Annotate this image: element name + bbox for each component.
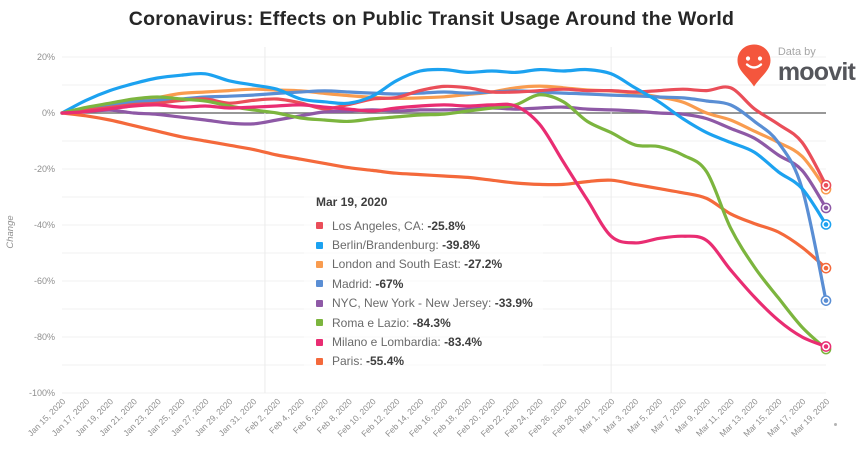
- moovit-brand-text: Data by moovit: [777, 45, 856, 86]
- data-by-label: Data by: [777, 45, 816, 58]
- legend-value: -25.8%: [427, 218, 466, 233]
- moovit-branding: Data by moovit: [737, 44, 856, 87]
- tooltip-date: Mar 19, 2020: [316, 195, 388, 209]
- watermark-dot: [834, 423, 837, 426]
- chart-title: Coronavirus: Effects on Public Transit U…: [128, 8, 735, 30]
- legend-row-milano-e-lombardia: Milano e Lombardia: -83.4%: [314, 332, 533, 351]
- legend-city-label: Los Angeles, CA: -25.8%: [332, 218, 466, 233]
- series-endpoint-dot-berlin-brandenburg: [823, 222, 829, 227]
- legend-color-swatch: [316, 338, 323, 346]
- series-endpoint-dot-madrid: [823, 298, 829, 303]
- legend-color-swatch: [316, 280, 323, 288]
- legend-value: -83.4%: [444, 335, 483, 350]
- series-line-london-and-south-east[interactable]: [60, 84, 828, 191]
- series-line-milano-e-lombardia[interactable]: [60, 102, 828, 349]
- legend-row-nyc-new-york-new-jersey: NYC, New York - New Jersey: -33.9%: [314, 294, 533, 313]
- series-line-roma-e-lazio[interactable]: [60, 93, 828, 351]
- legend-color-swatch: [316, 241, 323, 249]
- series-endpoint-dot-los-angeles-ca: [823, 182, 829, 188]
- series-endpoint-dot-milano-e-lombardia: [823, 344, 829, 349]
- legend-color-swatch: [316, 357, 323, 365]
- series-line-nyc-new-york-new-jersey[interactable]: [60, 105, 828, 210]
- legend-value: -27.2%: [464, 257, 503, 272]
- legend-value: -33.9%: [494, 296, 533, 311]
- legend-value: -67%: [375, 276, 404, 291]
- legend-value: -84.3%: [412, 315, 451, 330]
- legend-row-berlin-brandenburg: Berlin/Brandenburg: -39.8%: [314, 235, 533, 254]
- legend-row-london-and-south-east: London and South East: -27.2%: [314, 255, 533, 274]
- legend-color-swatch: [316, 222, 323, 230]
- series-endpoint-dot-paris: [823, 265, 829, 271]
- legend-value: -39.8%: [442, 238, 481, 253]
- legend-city-label: Madrid: -67%: [332, 276, 404, 291]
- y-axis-title: Change: [5, 215, 16, 248]
- series-endpoint-dot-nyc-new-york-new-jersey: [823, 205, 829, 211]
- tooltip-rows: Los Angeles, CA: -25.8% Berlin/Brandenbur…: [314, 216, 533, 371]
- legend-color-swatch: [316, 319, 323, 327]
- legend-city-label: NYC, New York - New Jersey: -33.9%: [332, 296, 533, 311]
- moovit-wordmark: moovit: [777, 57, 856, 86]
- series-line-paris[interactable]: [60, 111, 828, 270]
- legend-color-swatch: [316, 299, 323, 307]
- series-line-berlin-brandenburg[interactable]: [60, 67, 828, 226]
- legend-city-label: Berlin/Brandenburg: -39.8%: [332, 238, 481, 253]
- y-axis-tick-label: -60%: [34, 276, 55, 286]
- legend-row-paris: Paris: -55.4%: [314, 352, 533, 371]
- legend-row-roma-e-lazio: Roma e Lazio: -84.3%: [314, 313, 533, 332]
- y-axis-tick-label: -80%: [34, 332, 55, 342]
- legend-city-label: Roma e Lazio: -84.3%: [332, 315, 451, 330]
- chart-tooltip: Mar 19, 2020 Los Angeles, CA: -25.8% Berl…: [304, 190, 543, 378]
- legend-value: -55.4%: [366, 354, 405, 369]
- y-axis-tick-label: 0%: [42, 108, 55, 118]
- legend-city-label: London and South East: -27.2%: [332, 257, 503, 272]
- legend-city-label: Paris: -55.4%: [332, 354, 405, 369]
- y-axis-tick-label: -100%: [29, 388, 55, 398]
- moovit-pin-icon: [737, 44, 771, 87]
- legend-color-swatch: [316, 260, 323, 268]
- y-axis-tick-label: 20%: [37, 52, 55, 62]
- y-axis-tick-label: -20%: [34, 164, 55, 174]
- legend-row-los-angeles-ca: Los Angeles, CA: -25.8%: [314, 216, 533, 235]
- y-axis-tick-label: -40%: [34, 220, 55, 230]
- legend-row-madrid: Madrid: -67%: [314, 274, 533, 293]
- legend-city-label: Milano e Lombardia: -83.4%: [332, 335, 483, 350]
